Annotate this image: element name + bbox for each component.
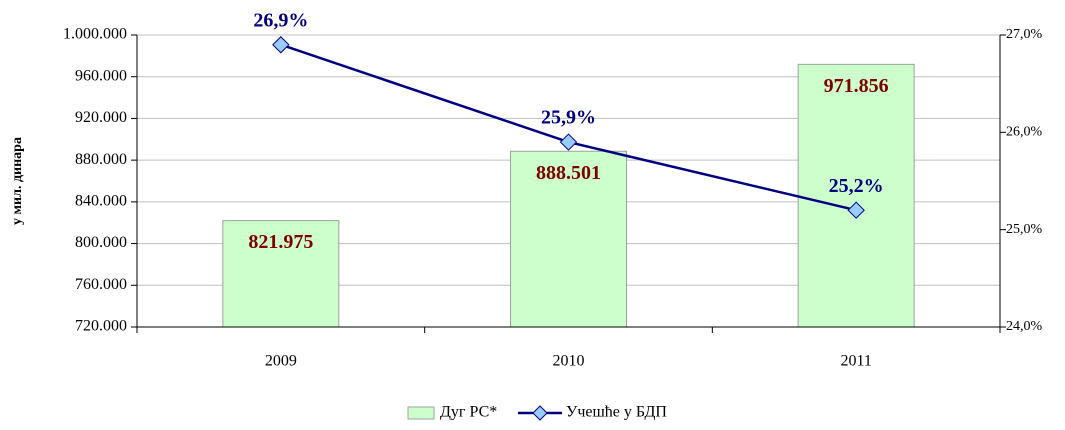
bar-value-label: 888.501 — [536, 162, 601, 184]
line-value-label: 25,9% — [541, 107, 596, 129]
y-tick-label: 1.000.000 — [63, 26, 127, 43]
y2-tick-label: 25,0% — [1006, 222, 1043, 237]
y-tick-label: 840.000 — [75, 193, 127, 210]
x-tick-label: 2010 — [553, 353, 585, 370]
bar-value-label: 971.856 — [824, 75, 889, 97]
bar — [797, 63, 915, 328]
y-tick-label: 760.000 — [75, 276, 127, 293]
marker — [559, 133, 578, 151]
y2-tick-label: 26,0% — [1006, 125, 1043, 140]
y2-tick-label: 27,0% — [1006, 27, 1043, 42]
y-tick-label: 880.000 — [75, 151, 127, 168]
legend-label: Учешће у БДП — [566, 404, 667, 421]
marker — [272, 36, 290, 54]
y-tick-label: 800.000 — [75, 234, 127, 251]
y-tick-label: 720.000 — [75, 318, 127, 335]
legend-marker — [532, 405, 548, 421]
bar-value-label: 821.975 — [248, 231, 313, 253]
y-axis-label: у мил. динара — [10, 137, 25, 225]
y-tick-label: 920.000 — [75, 109, 127, 126]
legend-label: Дуг РС* — [440, 404, 497, 421]
line-value-label: 26,9% — [253, 9, 308, 31]
bar — [510, 150, 627, 328]
x-tick-label: 2009 — [265, 353, 297, 370]
y2-tick-label: 24,0% — [1006, 319, 1043, 334]
bar — [222, 220, 340, 328]
line-value-label: 25,2% — [829, 175, 884, 197]
marker — [847, 201, 865, 219]
legend-swatch — [407, 406, 435, 420]
x-tick-label: 2011 — [840, 353, 871, 370]
y-tick-label: 960.000 — [75, 67, 127, 84]
